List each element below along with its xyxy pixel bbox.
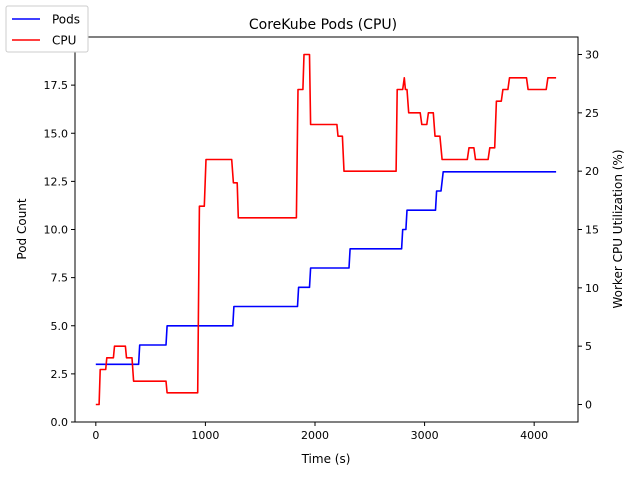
legend-label-cpu: CPU (52, 34, 76, 48)
y-right-axis-label: Worker CPU Utilization (%) (611, 149, 625, 308)
legend: Pods CPU (5, 5, 89, 53)
x-tick-label: 0 (92, 429, 99, 442)
series-line-cpu (95, 53, 557, 406)
y-right-tick-label: 30 (585, 49, 599, 62)
y-left-axis-label: Pod Count (15, 198, 29, 260)
y-left-tick-label: 17.5 (44, 79, 69, 92)
y-left-tick-label: 15.0 (44, 127, 69, 140)
plot-area (95, 53, 557, 406)
series-line-pods (95, 171, 557, 366)
y-right-tick-label: 0 (585, 399, 592, 412)
y-left-tick-label: 0.0 (51, 416, 69, 429)
y-right-tick-label: 20 (585, 165, 599, 178)
chart-title: CoreKube Pods (CPU) (249, 17, 397, 33)
y-left-tick-label: 12.5 (44, 175, 69, 188)
x-axis-label: Time (s) (301, 452, 351, 466)
y-left-tick-label: 7.5 (51, 272, 69, 285)
legend-label-pods: Pods (52, 13, 80, 27)
x-tick-label: 1000 (191, 429, 219, 442)
y-right-tick-label: 5 (585, 340, 592, 353)
y-left-tick-label: 2.5 (51, 368, 69, 381)
x-tick-label: 4000 (520, 429, 548, 442)
y-right-tick-label: 15 (585, 224, 599, 237)
y-right-tick-label: 10 (585, 282, 599, 295)
y-right-tick-label: 25 (585, 107, 599, 120)
y-left-tick-label: 5.0 (51, 320, 69, 333)
x-tick-label: 3000 (411, 429, 439, 442)
x-tick-label: 2000 (301, 429, 329, 442)
y-left-tick-label: 10.0 (44, 224, 69, 237)
